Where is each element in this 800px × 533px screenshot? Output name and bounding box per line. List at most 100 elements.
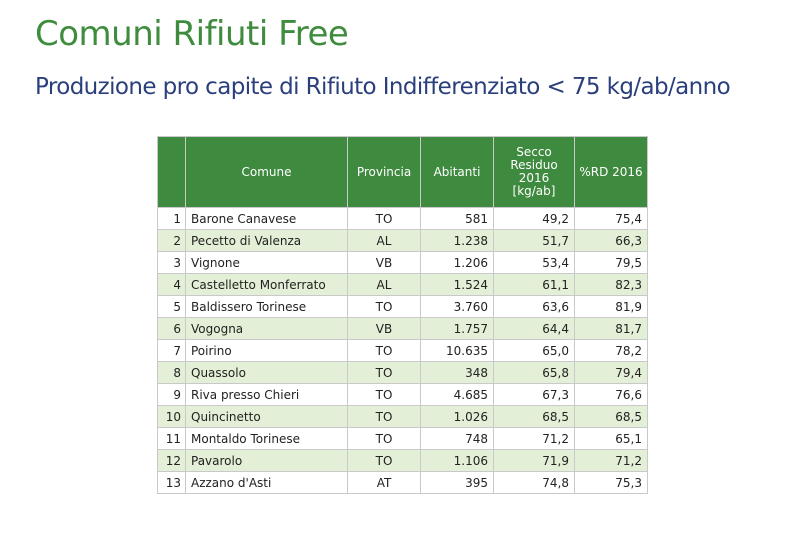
table-row: 13 Azzano d'Asti AT 395 74,8 75,3 xyxy=(157,471,648,494)
row-index: 12 xyxy=(157,449,186,472)
cell-rd: 79,4 xyxy=(574,361,648,384)
row-index: 7 xyxy=(157,339,186,362)
cell-rd: 81,7 xyxy=(574,317,648,340)
cell-abitanti: 4.685 xyxy=(420,383,494,406)
row-index: 3 xyxy=(157,251,186,274)
cell-secco: 49,2 xyxy=(493,207,575,230)
row-index: 11 xyxy=(157,427,186,450)
cell-provincia: TO xyxy=(347,207,421,230)
table-row: 10 Quincinetto TO 1.026 68,5 68,5 xyxy=(157,405,648,428)
table-row: 12 Pavarolo TO 1.106 71,9 71,2 xyxy=(157,449,648,472)
cell-provincia: TO xyxy=(347,427,421,450)
row-index: 9 xyxy=(157,383,186,406)
cell-abitanti: 581 xyxy=(420,207,494,230)
page-title: Comuni Rifiuti Free xyxy=(35,14,349,54)
cell-provincia: VB xyxy=(347,251,421,274)
cell-provincia: TO xyxy=(347,449,421,472)
cell-comune: Quassolo xyxy=(185,361,348,384)
cell-abitanti: 1.757 xyxy=(420,317,494,340)
cell-rd: 68,5 xyxy=(574,405,648,428)
cell-secco: 65,8 xyxy=(493,361,575,384)
row-index: 8 xyxy=(157,361,186,384)
table-header-row: Comune Provincia Abitanti Secco Residuo … xyxy=(157,136,648,208)
cell-secco: 51,7 xyxy=(493,229,575,252)
cell-rd: 79,5 xyxy=(574,251,648,274)
cell-rd: 81,9 xyxy=(574,295,648,318)
cell-rd: 76,6 xyxy=(574,383,648,406)
cell-provincia: TO xyxy=(347,295,421,318)
cell-comune: Baldissero Torinese xyxy=(185,295,348,318)
cell-secco: 71,9 xyxy=(493,449,575,472)
header-provincia: Provincia xyxy=(347,136,421,208)
cell-secco: 74,8 xyxy=(493,471,575,494)
cell-rd: 75,3 xyxy=(574,471,648,494)
cell-comune: Vogogna xyxy=(185,317,348,340)
cell-comune: Barone Canavese xyxy=(185,207,348,230)
cell-abitanti: 10.635 xyxy=(420,339,494,362)
cell-comune: Castelletto Monferrato xyxy=(185,273,348,296)
table-row: 8 Quassolo TO 348 65,8 79,4 xyxy=(157,361,648,384)
table-row: 9 Riva presso Chieri TO 4.685 67,3 76,6 xyxy=(157,383,648,406)
cell-secco: 64,4 xyxy=(493,317,575,340)
cell-provincia: TO xyxy=(347,339,421,362)
cell-abitanti: 348 xyxy=(420,361,494,384)
cell-rd: 75,4 xyxy=(574,207,648,230)
cell-abitanti: 1.238 xyxy=(420,229,494,252)
table-row: 2 Pecetto di Valenza AL 1.238 51,7 66,3 xyxy=(157,229,648,252)
row-index: 2 xyxy=(157,229,186,252)
page-subtitle: Produzione pro capite di Rifiuto Indiffe… xyxy=(35,74,731,100)
cell-comune: Riva presso Chieri xyxy=(185,383,348,406)
cell-secco: 71,2 xyxy=(493,427,575,450)
cell-secco: 53,4 xyxy=(493,251,575,274)
cell-provincia: VB xyxy=(347,317,421,340)
row-index: 6 xyxy=(157,317,186,340)
cell-abitanti: 1.106 xyxy=(420,449,494,472)
row-index: 10 xyxy=(157,405,186,428)
cell-comune: Pavarolo xyxy=(185,449,348,472)
cell-rd: 65,1 xyxy=(574,427,648,450)
cell-comune: Montaldo Torinese xyxy=(185,427,348,450)
row-index: 5 xyxy=(157,295,186,318)
header-abitanti: Abitanti xyxy=(420,136,494,208)
cell-abitanti: 1.026 xyxy=(420,405,494,428)
header-secco-residuo: Secco Residuo 2016 [kg/ab] xyxy=(493,136,575,208)
cell-rd: 78,2 xyxy=(574,339,648,362)
cell-comune: Vignone xyxy=(185,251,348,274)
cell-provincia: AL xyxy=(347,273,421,296)
table-row: 11 Montaldo Torinese TO 748 71,2 65,1 xyxy=(157,427,648,450)
cell-secco: 61,1 xyxy=(493,273,575,296)
cell-abitanti: 395 xyxy=(420,471,494,494)
cell-abitanti: 3.760 xyxy=(420,295,494,318)
cell-abitanti: 1.206 xyxy=(420,251,494,274)
cell-comune: Azzano d'Asti xyxy=(185,471,348,494)
cell-provincia: TO xyxy=(347,361,421,384)
table-row: 4 Castelletto Monferrato AL 1.524 61,1 8… xyxy=(157,273,648,296)
comuni-table: Comune Provincia Abitanti Secco Residuo … xyxy=(157,136,648,494)
cell-secco: 65,0 xyxy=(493,339,575,362)
table-row: 6 Vogogna VB 1.757 64,4 81,7 xyxy=(157,317,648,340)
cell-rd: 66,3 xyxy=(574,229,648,252)
row-index: 1 xyxy=(157,207,186,230)
row-index: 13 xyxy=(157,471,186,494)
row-index: 4 xyxy=(157,273,186,296)
cell-provincia: AL xyxy=(347,229,421,252)
cell-comune: Quincinetto xyxy=(185,405,348,428)
cell-secco: 67,3 xyxy=(493,383,575,406)
cell-abitanti: 1.524 xyxy=(420,273,494,296)
header-comune: Comune xyxy=(185,136,348,208)
cell-provincia: TO xyxy=(347,405,421,428)
header-rd: %RD 2016 xyxy=(574,136,648,208)
cell-provincia: TO xyxy=(347,383,421,406)
table-row: 7 Poirino TO 10.635 65,0 78,2 xyxy=(157,339,648,362)
cell-rd: 71,2 xyxy=(574,449,648,472)
header-index xyxy=(157,136,186,208)
table-row: 5 Baldissero Torinese TO 3.760 63,6 81,9 xyxy=(157,295,648,318)
cell-comune: Poirino xyxy=(185,339,348,362)
cell-abitanti: 748 xyxy=(420,427,494,450)
cell-rd: 82,3 xyxy=(574,273,648,296)
cell-comune: Pecetto di Valenza xyxy=(185,229,348,252)
table-row: 3 Vignone VB 1.206 53,4 79,5 xyxy=(157,251,648,274)
table-row: 1 Barone Canavese TO 581 49,2 75,4 xyxy=(157,207,648,230)
cell-secco: 68,5 xyxy=(493,405,575,428)
cell-provincia: AT xyxy=(347,471,421,494)
